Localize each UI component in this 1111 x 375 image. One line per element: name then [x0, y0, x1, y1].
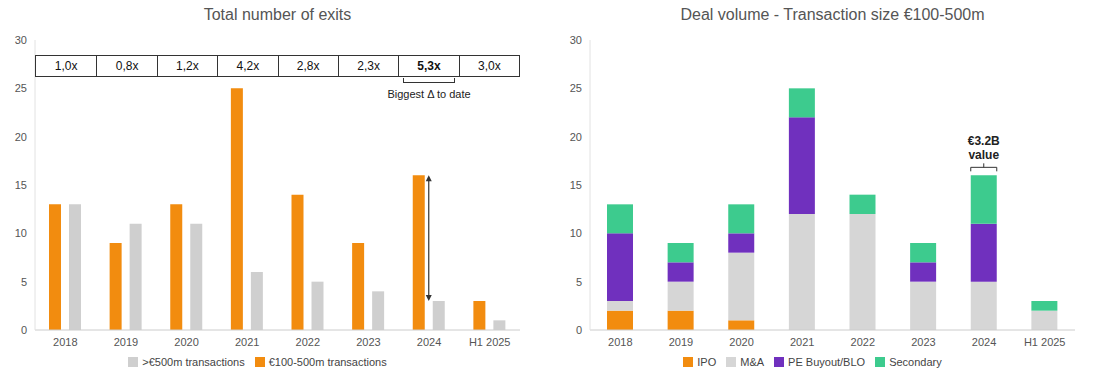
svg-text:20: 20: [570, 131, 582, 143]
html-text:PE Buyout/BLO: PE Buyout/BLO: [788, 356, 866, 368]
html-text:4,2x: 4,2x: [236, 59, 260, 73]
svg-text:30: 30: [570, 34, 582, 46]
html-text:1,0x: 1,0x: [54, 59, 78, 73]
html-text:3,0x: 3,0x: [478, 59, 501, 73]
svg-text:2024: 2024: [972, 336, 996, 348]
svg-text:2024: 2024: [417, 336, 441, 348]
svg-text:2023: 2023: [911, 336, 935, 348]
svg-text:10: 10: [15, 227, 27, 239]
html-text:1,2x: 1,2x: [176, 59, 199, 73]
html-text:>€500m transactions: >€500m transactions: [142, 356, 245, 368]
svg-text:2022: 2022: [851, 336, 875, 348]
svg-text:5: 5: [576, 276, 582, 288]
html-text:2,8x: 2,8x: [296, 59, 320, 73]
svg-text:2023: 2023: [356, 336, 380, 348]
svg-text:2021: 2021: [790, 336, 814, 348]
svg-text:H1 2025: H1 2025: [1024, 336, 1066, 348]
svg-text:2020: 2020: [174, 336, 198, 348]
html-text:€100-500m transactions: €100-500m transactions: [268, 356, 387, 368]
svg-text:2018: 2018: [53, 336, 77, 348]
svg-text:15: 15: [15, 179, 27, 191]
html-text:Deal volume - Transaction size: Deal volume - Transaction size €100-500m: [680, 6, 985, 23]
svg-text:5: 5: [21, 276, 27, 288]
svg-text:2020: 2020: [729, 336, 753, 348]
svg-text:2022: 2022: [296, 336, 320, 348]
svg-text:2021: 2021: [235, 336, 259, 348]
svg-text:€3.2B: €3.2B: [968, 134, 1000, 148]
html-text:IPO: IPO: [697, 356, 717, 368]
svg-text:value: value: [968, 148, 999, 162]
html-text:Secondary: Secondary: [889, 356, 942, 368]
svg-text:15: 15: [570, 179, 582, 191]
svg-text:0: 0: [576, 324, 582, 336]
svg-text:2019: 2019: [669, 336, 693, 348]
svg-text:2018: 2018: [608, 336, 632, 348]
svg-text:25: 25: [570, 82, 582, 94]
svg-text:20: 20: [15, 131, 27, 143]
svg-text:25: 25: [15, 82, 27, 94]
svg-text:10: 10: [570, 227, 582, 239]
svg-text:2019: 2019: [114, 336, 138, 348]
html-text:Biggest Δ to date: Biggest Δ to date: [387, 88, 471, 100]
html-text:Total number of exits: Total number of exits: [203, 6, 352, 23]
html-text:5,3x: 5,3x: [417, 59, 441, 73]
svg-text:H1 2025: H1 2025: [469, 336, 511, 348]
html-text:M&A: M&A: [740, 356, 765, 368]
svg-text:0: 0: [21, 324, 27, 336]
html-text:0,8x: 0,8x: [115, 59, 139, 73]
html-text:2,3x: 2,3x: [357, 59, 380, 73]
svg-text:30: 30: [15, 34, 27, 46]
